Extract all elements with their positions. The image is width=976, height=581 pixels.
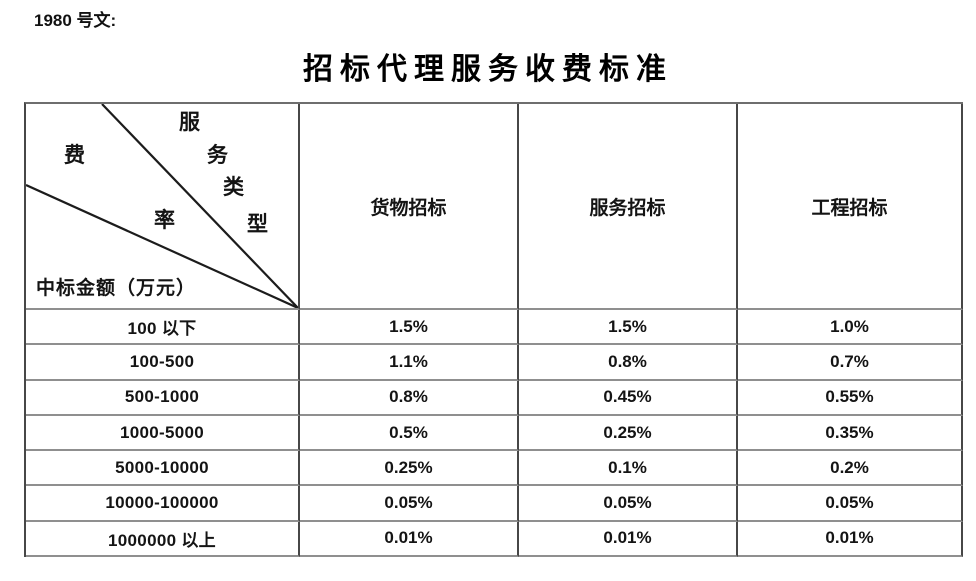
page-title: 招标代理服务收费标准 [303,53,673,86]
rate-value-cell: 0.7% [738,345,963,381]
corner-header-cell: 服 务 类 型 费 率 中标金额（万元） [26,104,300,310]
rate-value-cell: 0.5% [300,415,519,452]
column-header-services: 服务招标 [519,104,738,310]
corner-label-service-char: 务 [207,143,228,167]
corner-amount-label: 中标金额（万元） [36,278,197,299]
rate-value-cell: 0.01% [300,521,519,558]
rate-value-cell: 0.2% [738,451,963,487]
corner-label-rate-char: 率 [154,208,175,232]
amount-range-cell: 5000-10000 [26,451,300,487]
rate-value-cell: 0.01% [519,521,738,558]
rate-value-cell: 0.25% [300,451,519,487]
doc-ref: 1980 号文: [34,11,117,30]
amount-range-cell: 1000-5000 [26,415,300,452]
rate-value-cell: 0.01% [738,521,963,558]
rate-value-cell: 0.05% [519,486,738,522]
corner-label-service-char: 类 [223,175,244,199]
corner-label-service-char: 型 [247,212,268,236]
rate-value-cell: 0.8% [519,345,738,381]
rate-value-cell: 1.1% [300,345,519,381]
corner-label-rate-char: 费 [64,143,85,167]
rate-value-cell: 0.8% [300,380,519,416]
column-header-engineering: 工程招标 [738,104,963,310]
amount-range-cell: 100 以下 [26,310,300,346]
rate-value-cell: 0.25% [519,415,738,452]
rate-value-cell: 1.5% [519,310,738,346]
corner-label-service-char: 服 [179,110,200,134]
rate-value-cell: 0.05% [300,486,519,522]
rate-value-cell: 1.5% [300,310,519,346]
rate-value-cell: 0.45% [519,380,738,416]
diagonal-divider-lines [26,104,298,308]
rate-value-cell: 0.1% [519,451,738,487]
rate-value-cell: 0.55% [738,380,963,416]
amount-range-cell: 100-500 [26,345,300,381]
amount-range-cell: 10000-100000 [26,486,300,522]
rate-value-cell: 1.0% [738,310,963,346]
fee-table: 服 务 类 型 费 率 中标金额（万元） 货物招标 服务招标 工程招标 100 … [24,102,963,558]
rate-value-cell: 0.05% [738,486,963,522]
rate-value-cell: 0.35% [738,415,963,452]
column-header-goods: 货物招标 [300,104,519,310]
amount-range-cell: 1000000 以上 [26,521,300,558]
amount-range-cell: 500-1000 [26,380,300,416]
